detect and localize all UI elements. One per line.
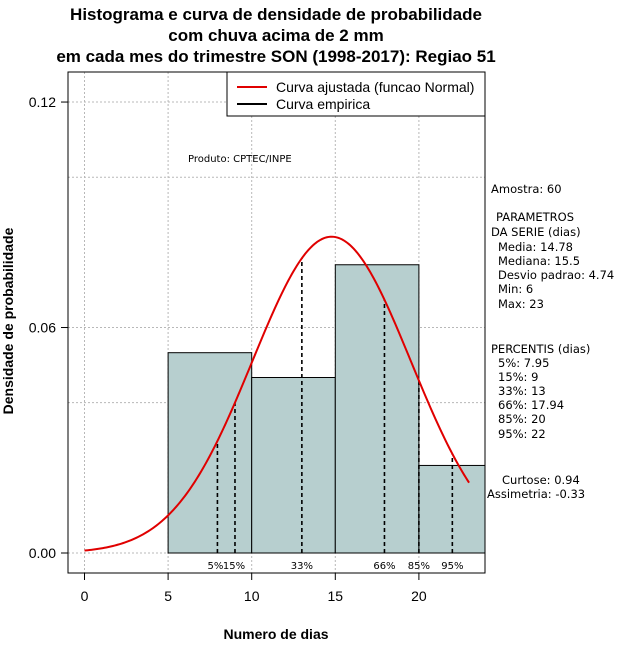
bars-layer xyxy=(167,264,486,554)
stat-p95: 95%: 22 xyxy=(498,427,546,441)
stats-panel: Amostra: 60 PARAMETROS DA SERIE (dias) M… xyxy=(487,182,614,501)
y-tick-label-2: 0.12 xyxy=(29,94,56,110)
stat-media: Media: 14.78 xyxy=(498,240,573,254)
product-label: Produto: CPTEC/INPE xyxy=(188,154,292,165)
legend-label-empirical: Curva empirica xyxy=(276,96,370,112)
stat-assimetria: Assimetria: -0.33 xyxy=(487,487,585,501)
stat-p85: 85%: 20 xyxy=(498,412,546,426)
legend: Curva ajustada (funcao Normal) Curva emp… xyxy=(226,71,486,117)
stat-p66: 66%: 17.94 xyxy=(498,398,564,412)
legend-label-normal: Curva ajustada (funcao Normal) xyxy=(276,79,474,95)
stat-max: Max: 23 xyxy=(498,297,544,311)
x-axis-label: Numero de dias xyxy=(223,626,328,642)
stat-p33: 33%: 13 xyxy=(498,384,546,398)
x-tick-label-10: 10 xyxy=(244,588,260,604)
stat-p15: 15%: 9 xyxy=(498,370,538,384)
chart-title-line-2: com chuva acima de 2 mm xyxy=(168,26,383,45)
stat-percents-title: PERCENTIS (dias) xyxy=(491,342,590,356)
percentile-label-66%: 66% xyxy=(373,561,395,572)
normal-fit-curve xyxy=(84,235,470,552)
x-tick-label-20: 20 xyxy=(411,588,427,604)
percentile-label-85%: 85% xyxy=(408,561,430,572)
legend-box xyxy=(226,71,486,117)
stat-curtose: Curtose: 0.94 xyxy=(502,473,580,487)
histogram-bar-2 xyxy=(334,264,420,554)
percentile-label-33%: 33% xyxy=(291,561,313,572)
percentile-layer: 5% 15% 33% 66% 85% 95% xyxy=(207,258,463,572)
stat-p5: 5%: 7.95 xyxy=(498,356,549,370)
percentile-label-15%: 15% xyxy=(223,561,245,572)
histogram-bar-0 xyxy=(167,352,253,554)
x-tick-label-0: 0 xyxy=(81,588,89,604)
percentile-label-5%: 5% xyxy=(207,561,223,572)
stat-desvio: Desvio padrao: 4.74 xyxy=(498,268,614,282)
y-tick-label-1: 0.06 xyxy=(29,320,56,336)
stat-params-title-1: PARAMETROS xyxy=(496,210,574,224)
x-tick-label-5: 5 xyxy=(164,588,172,604)
percentile-label-95%: 95% xyxy=(441,561,463,572)
chart-title-line-3: em cada mes do trimestre SON (1998-2017)… xyxy=(56,47,495,66)
histogram-bar-1 xyxy=(251,377,336,554)
stat-min: Min: 6 xyxy=(498,282,533,296)
y-axis-label: Densidade de probabilidade xyxy=(0,227,16,414)
stat-params-title-2: DA SERIE (dias) xyxy=(491,225,581,239)
stat-mediana: Mediana: 15.5 xyxy=(498,254,580,268)
stat-amostra: Amostra: 60 xyxy=(491,182,562,196)
x-tick-label-15: 15 xyxy=(328,588,344,604)
chart-title-line-1: Histograma e curva de densidade de proba… xyxy=(70,5,482,24)
axes-layer: 0 5 10 15 20 0.00 0.06 0.12 xyxy=(29,94,427,604)
y-tick-label-0: 0.00 xyxy=(29,545,56,561)
